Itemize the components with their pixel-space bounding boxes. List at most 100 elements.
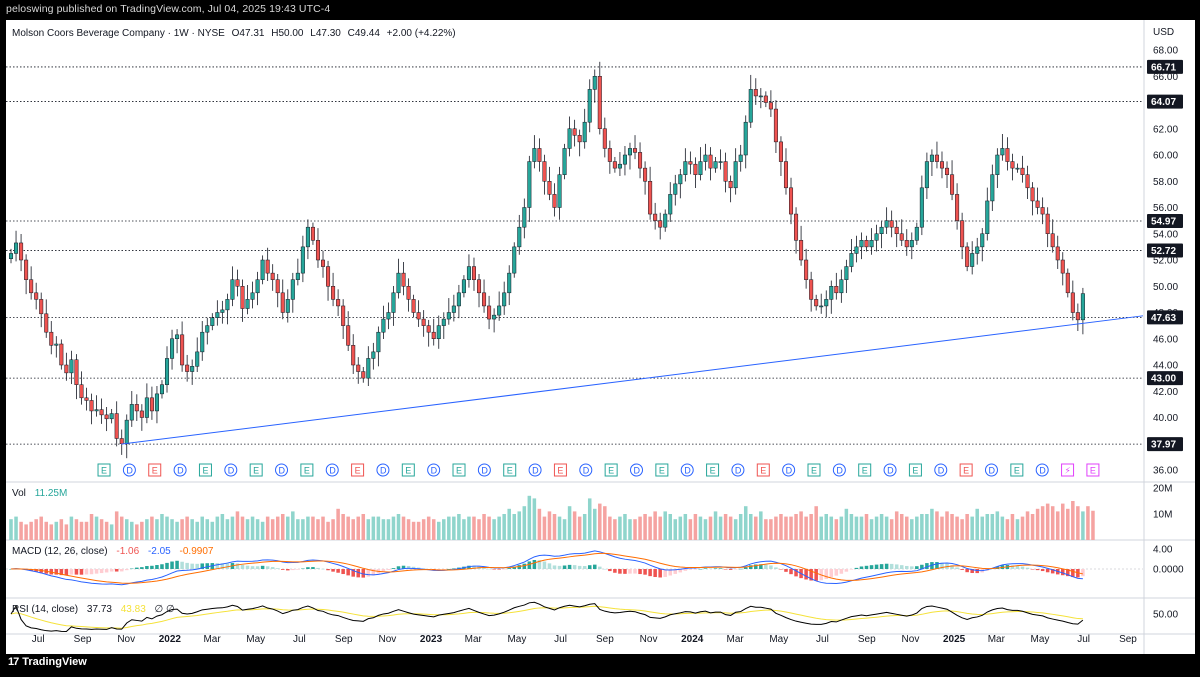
volume-bar — [884, 516, 889, 540]
macd-histogram-bar — [869, 565, 874, 569]
volume-bar — [391, 516, 396, 540]
event-dividend-icon — [122, 463, 136, 477]
event-letter: E — [912, 466, 918, 476]
candle-body — [366, 358, 371, 379]
candle-body — [139, 410, 144, 418]
candle-body — [693, 163, 698, 175]
candle-body — [466, 266, 471, 280]
volume-bar — [915, 516, 919, 540]
volume-bar — [185, 516, 189, 540]
time-tick-label: Jul — [32, 634, 45, 645]
candle-body — [285, 299, 290, 313]
volume-bars — [9, 495, 1095, 540]
events-row[interactable]: E D E D E D E D E D E D E D E D E D E D E D E D E D E D E D E D E D E D E D ⚡ E — [97, 463, 1100, 477]
volume-bar — [1035, 508, 1040, 540]
event-letter: E — [304, 466, 310, 476]
candle-body — [567, 128, 572, 149]
macd-histogram-bar — [366, 569, 371, 577]
macd-histogram-bar — [784, 569, 788, 572]
volume-bar — [990, 514, 995, 540]
candle-body — [683, 161, 688, 175]
candle-body — [950, 174, 955, 195]
price-tick-label: 42.00 — [1153, 387, 1178, 398]
volume-legend[interactable]: Vol 11.25M — [12, 488, 67, 499]
event-earnings-icon — [452, 463, 466, 477]
macd-line-value: -2.05 — [148, 546, 171, 557]
volume-bar — [94, 516, 99, 540]
trendline[interactable] — [121, 315, 1144, 445]
macd-histogram-bar — [321, 568, 325, 570]
macd-histogram-bar — [1071, 569, 1075, 578]
macd-histogram-bar — [114, 569, 119, 572]
volume-bar — [733, 519, 738, 540]
volume-bar — [190, 519, 194, 540]
macd-histogram-bar — [940, 562, 944, 569]
candle-body — [1055, 246, 1060, 261]
candle-body — [426, 325, 431, 333]
volume-bar — [789, 516, 793, 540]
macd-histogram-bar — [99, 569, 104, 574]
candle-body — [129, 404, 134, 421]
rsi-extra: ∅ ∅ — [155, 604, 175, 615]
candle-body — [451, 305, 456, 313]
volume-bar — [104, 521, 109, 540]
event-dividend-icon — [427, 463, 441, 477]
candle-body — [824, 299, 829, 307]
macd-legend[interactable]: MACD (12, 26, close) -1.06 -2.05 -0.9907 — [12, 546, 214, 557]
level-tag-label: 43.00 — [1151, 374, 1176, 385]
macd-histogram-bar — [436, 569, 441, 570]
volume-bar — [487, 516, 491, 540]
volume-bar — [160, 514, 164, 540]
chart-svg[interactable]: 68.0066.0064.0062.0060.0058.0056.0054.00… — [6, 20, 1195, 654]
volume-bar — [260, 521, 265, 540]
volume-bar — [74, 519, 79, 540]
time-tick-label: Mar — [727, 634, 745, 645]
time-tick-label: Mar — [465, 634, 483, 645]
level-tag-label: 64.07 — [1151, 97, 1176, 108]
price-axis[interactable]: 68.0066.0064.0062.0060.0058.0056.0054.00… — [1153, 46, 1178, 477]
volume-bar — [894, 511, 899, 540]
volume-bar — [79, 521, 84, 540]
macd-histogram-bar — [889, 563, 894, 569]
volume-bar — [663, 511, 667, 540]
volume-bar — [648, 516, 652, 540]
rsi-legend[interactable]: RSI (14, close) 37.73 43.83 ∅ ∅ — [12, 604, 175, 615]
chart-frame[interactable]: 68.0066.0064.0062.0060.0058.0056.0054.00… — [6, 20, 1195, 654]
currency-label[interactable]: USD — [1153, 27, 1174, 38]
volume-bar — [240, 516, 245, 540]
volume-bar — [89, 514, 94, 540]
candle-body — [149, 397, 154, 412]
macd-histogram-bar — [54, 569, 59, 575]
macd-histogram-bar — [94, 569, 99, 574]
candle-body — [768, 102, 773, 110]
macd-histogram-bar — [733, 569, 738, 570]
instrument-legend[interactable]: Molson Coors Beverage Company · 1W · NYS… — [12, 28, 456, 39]
macd-histogram-bar — [975, 569, 979, 574]
macd-histogram-bar — [59, 569, 64, 576]
event-letter: E — [355, 466, 361, 476]
volume-bar — [925, 514, 929, 540]
tradingview-logo-icon: 17 — [8, 656, 19, 668]
volume-bar — [442, 519, 446, 540]
time-axis[interactable]: Jul Sep Nov 2022 Mar May Jul Sep Nov 2023 Mar May Ju… — [32, 634, 1138, 645]
volume-bar — [572, 511, 577, 540]
volume-bar — [849, 514, 854, 540]
macd-histogram-bar — [608, 569, 612, 572]
footer-brand[interactable]: 17 TradingView — [8, 656, 87, 668]
event-letter: D — [1039, 466, 1046, 476]
candle-body — [14, 242, 19, 254]
macd-histogram-bar — [472, 565, 476, 569]
volume-bar — [135, 524, 139, 540]
candle-body — [612, 161, 617, 169]
volume-bar — [794, 514, 798, 540]
volume-bar — [587, 498, 592, 540]
volume-bar — [9, 519, 13, 540]
volume-bar — [99, 519, 104, 540]
volume-bar — [431, 519, 436, 540]
macd-histogram-bar — [844, 569, 849, 572]
macd-histogram-bar — [874, 564, 879, 569]
price-tick-label: 46.00 — [1153, 334, 1178, 345]
candle-body — [1030, 187, 1035, 202]
candle-body — [220, 309, 225, 313]
candle-body — [577, 135, 582, 143]
